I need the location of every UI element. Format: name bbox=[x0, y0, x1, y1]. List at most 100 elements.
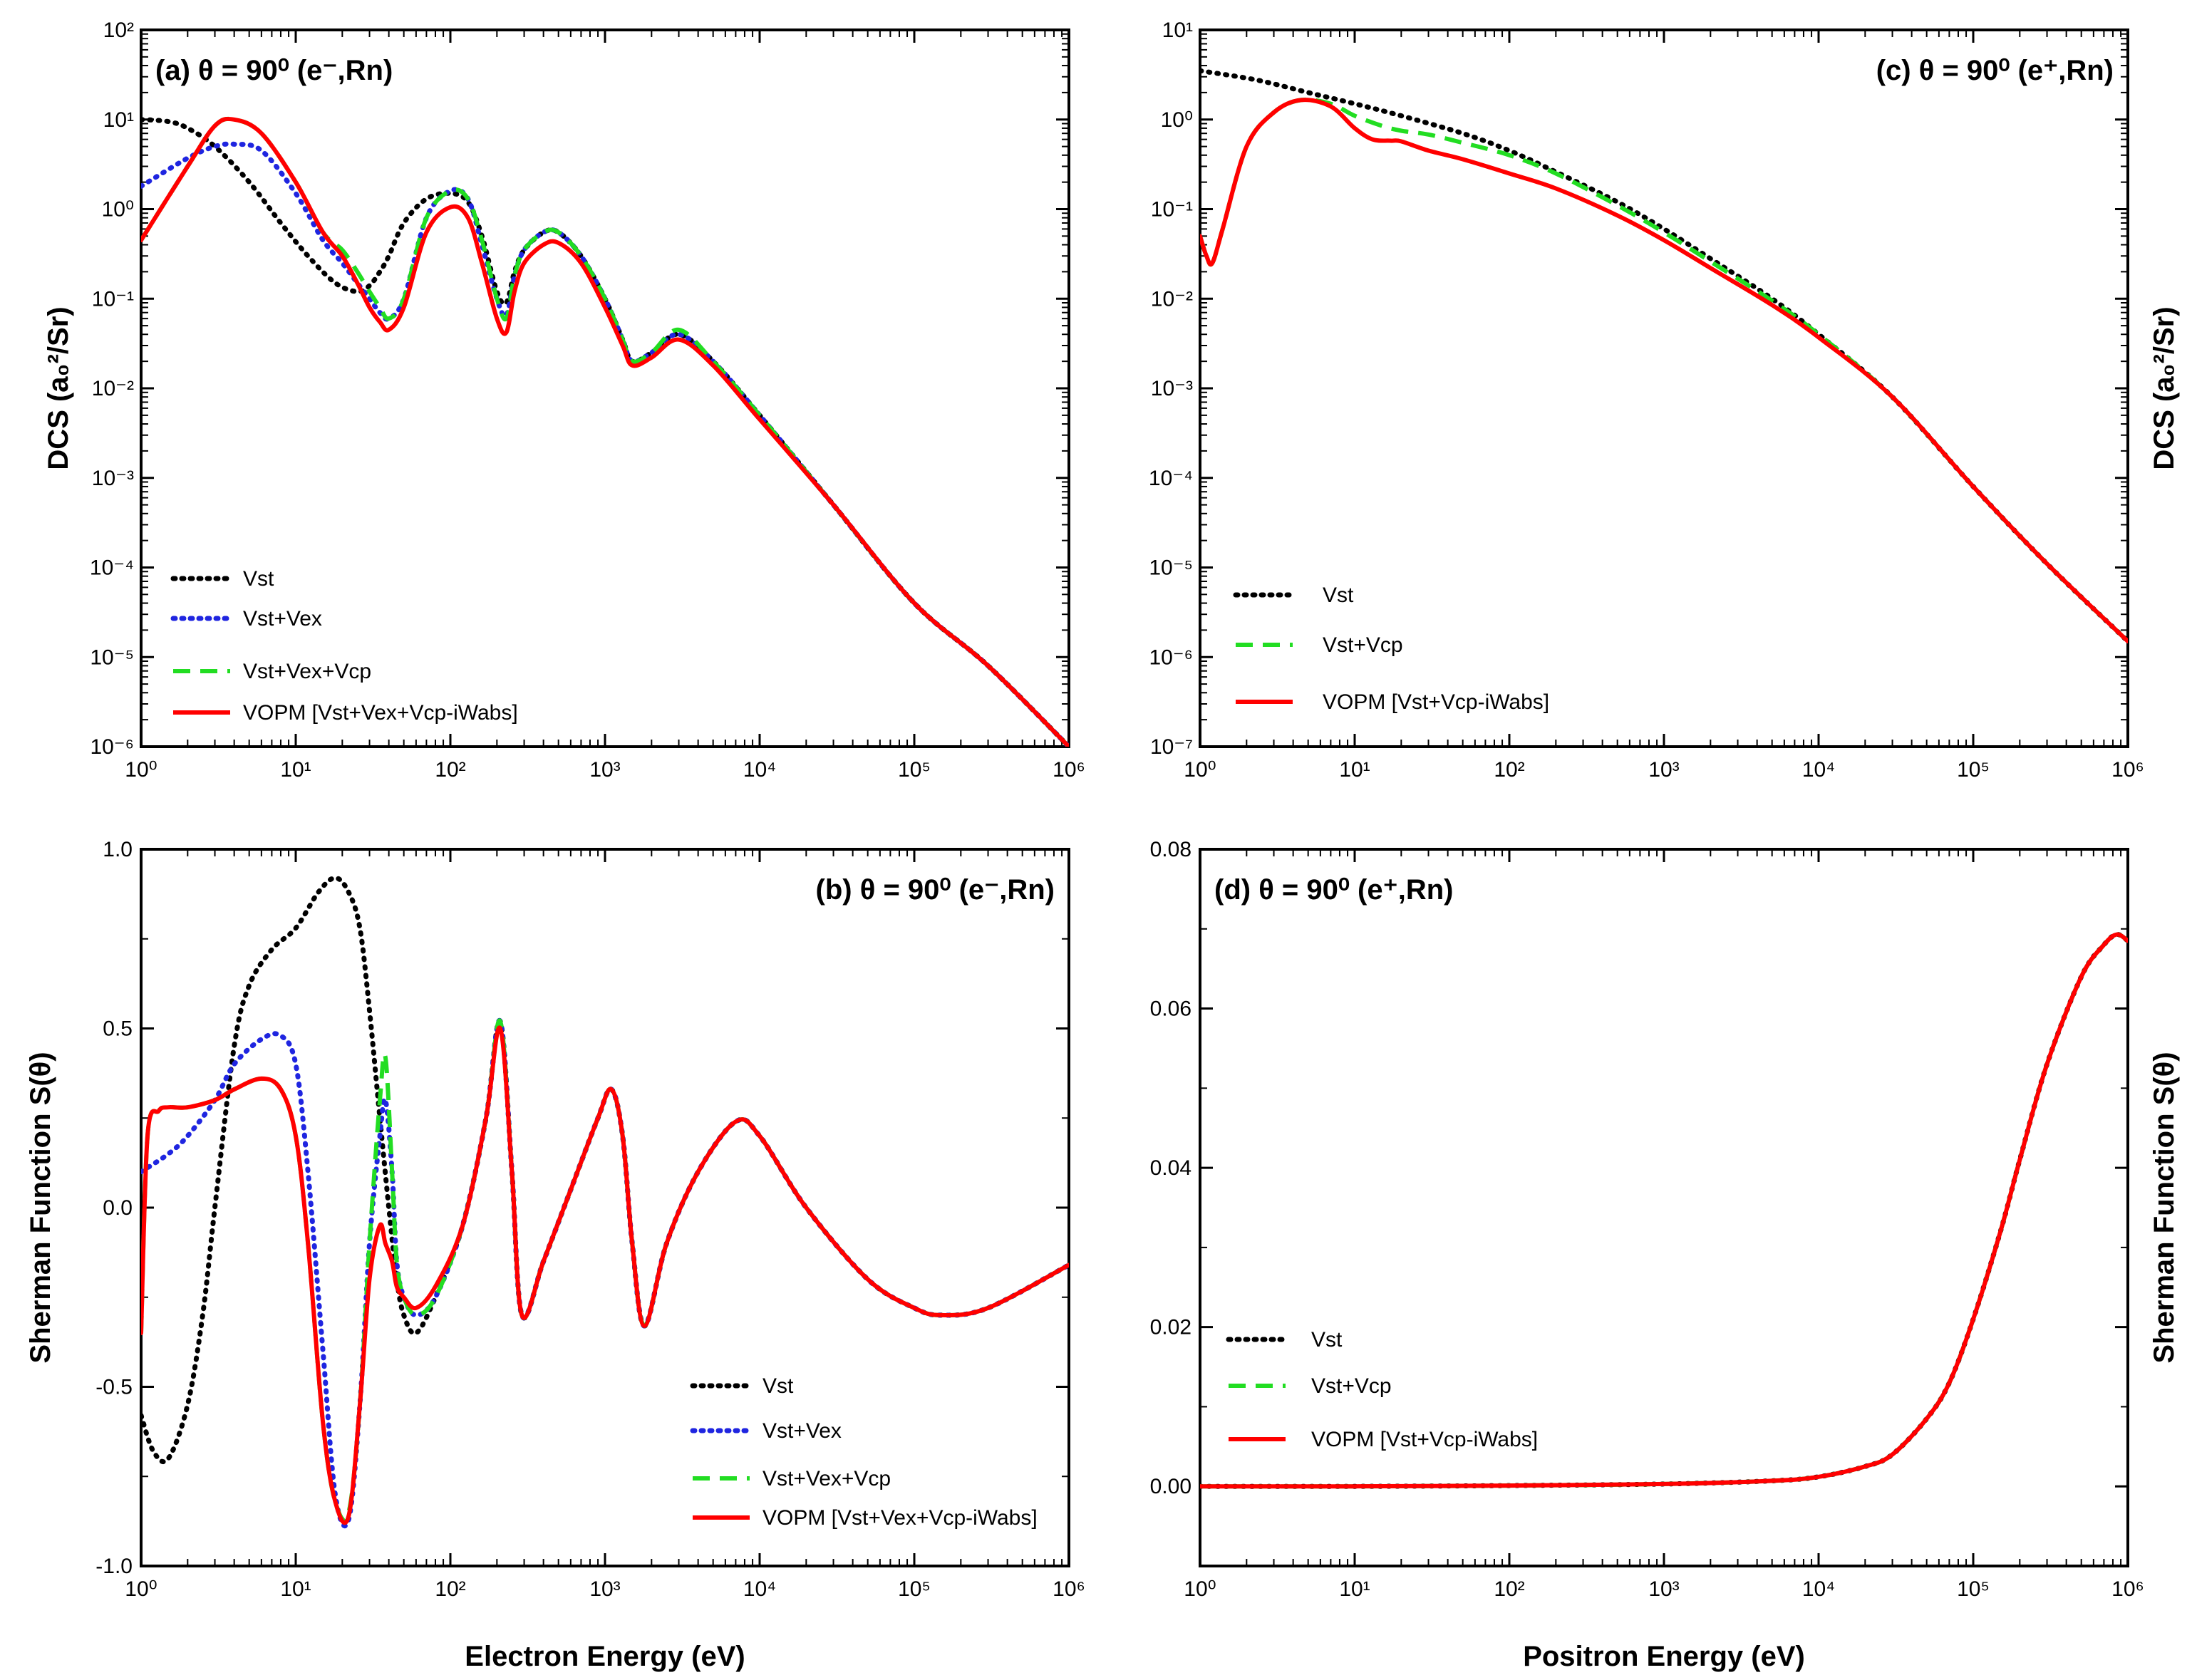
x-tick-label-b-4: 10⁴ bbox=[743, 1577, 776, 1601]
y-tick-label-c-8: 10¹ bbox=[1162, 19, 1193, 42]
x-tick-label-c-2: 10² bbox=[1494, 758, 1524, 782]
panel-title-d: (d) θ = 90⁰ (e⁺,Rn) bbox=[1214, 874, 1453, 906]
x-tick-label-b-0: 10⁰ bbox=[125, 1577, 157, 1601]
ylabel-a: DCS (a₀²/Sr) bbox=[43, 306, 74, 470]
x-tick-label-a-6: 10⁶ bbox=[1053, 758, 1085, 782]
panel-d: 10⁰ 10¹ 10² 10³ 10⁴ 10⁵ 10⁶ 0.00 0.02 0.04 0.06 0.0… bbox=[1150, 838, 2180, 1672]
y-tick-label-d-2: 0.04 bbox=[1150, 1156, 1191, 1180]
legend-a: Vst Vst+Vex Vst+Vex+Vcp VOPM [Vst+Vex+Vc… bbox=[170, 567, 518, 725]
title-c-text: (c) θ = 90⁰ (e⁺,Rn) bbox=[1876, 55, 2114, 86]
x-tick-label-b-2: 10² bbox=[435, 1577, 465, 1601]
series-line-c-2 bbox=[1200, 98, 2128, 644]
title-a-text: (a) θ = 90⁰ (e⁻,Rn) bbox=[155, 55, 393, 86]
y-tick-label-a-3: 10⁻³ bbox=[92, 467, 134, 490]
y-tick-label-c-4: 10⁻³ bbox=[1151, 377, 1193, 400]
ticks-c: 10⁰ 10¹ 10² 10³ 10⁴ 10⁵ 10⁶ 10⁻⁷ 10⁻⁶ 10⁻⁵ 10⁻⁴ 10⁻… bbox=[1149, 19, 2144, 782]
curves-b bbox=[141, 875, 1069, 1529]
y-tick-label-a-2: 10⁻⁴ bbox=[90, 556, 134, 580]
legend-d-label-vstvcp: Vst+Vcp bbox=[1311, 1374, 1392, 1398]
series-line-b-0 bbox=[141, 875, 1069, 1465]
ticks-a: 10⁰ 10¹ 10² 10³ 10⁴ 10⁵ 10⁶ 10⁻⁶ 10⁻⁵ 10⁻⁴ 10⁻³ 10⁻… bbox=[90, 19, 1085, 782]
title-d-text: (d) θ = 90⁰ (e⁺,Rn) bbox=[1214, 874, 1453, 906]
y-tick-label-a-4: 10⁻² bbox=[92, 377, 134, 400]
legend-b-label-vstvex: Vst+Vex bbox=[762, 1419, 842, 1443]
y-tick-label-a-6: 10⁰ bbox=[102, 198, 134, 222]
x-tick-label-a-2: 10² bbox=[435, 758, 465, 782]
panel-title-a: (a) θ = 90⁰ (e⁻,Rn) bbox=[155, 55, 393, 86]
x-tick-label-d-5: 10⁵ bbox=[1957, 1577, 1990, 1601]
plot-frame-d bbox=[1199, 848, 2129, 1567]
x-tick-label-d-1: 10¹ bbox=[1339, 1577, 1370, 1601]
panel-a: 10⁰ 10¹ 10² 10³ 10⁴ 10⁵ 10⁶ 10⁻⁶ 10⁻⁵ 10⁻⁴ 10⁻³ 10⁻… bbox=[43, 19, 1085, 782]
legend-b-label-vstvexvcp: Vst+Vex+Vcp bbox=[762, 1467, 891, 1490]
title-b-text: (b) θ = 90⁰ (e⁻,Rn) bbox=[816, 874, 1055, 906]
x-tick-label-d-2: 10² bbox=[1494, 1577, 1524, 1601]
series-line-b-3 bbox=[141, 1025, 1069, 1525]
x-tick-label-c-6: 10⁶ bbox=[2111, 758, 2144, 782]
legend-c-label-vopm: VOPM [Vst+Vcp-iWabs] bbox=[1323, 690, 1549, 714]
y-tick-label-b-4: 1.0 bbox=[103, 838, 133, 861]
x-tick-label-a-4: 10⁴ bbox=[743, 758, 776, 782]
x-tick-label-b-6: 10⁶ bbox=[1053, 1577, 1085, 1601]
legend-a-label-vstvex: Vst+Vex bbox=[243, 607, 322, 631]
x-tick-label-d-0: 10⁰ bbox=[1184, 1577, 1216, 1601]
x-tick-label-b-1: 10¹ bbox=[280, 1577, 311, 1601]
y-tick-label-c-7: 10⁰ bbox=[1161, 108, 1193, 132]
y-tick-label-a-0: 10⁻⁶ bbox=[90, 735, 134, 759]
panel-b: 10⁰ 10¹ 10² 10³ 10⁴ 10⁵ 10⁶ -1.0 -0.5 0.0 0.5 1.0 (… bbox=[25, 838, 1085, 1672]
legend-b-label-vopm: VOPM [Vst+Vex+Vcp-iWabs] bbox=[762, 1506, 1038, 1530]
x-tick-label-a-5: 10⁵ bbox=[898, 758, 931, 782]
legend-d-label-vopm: VOPM [Vst+Vcp-iWabs] bbox=[1311, 1428, 1538, 1451]
legend-b: Vst Vst+Vex Vst+Vex+Vcp VOPM [Vst+Vex+Vc… bbox=[690, 1374, 1038, 1530]
ylabel-d: Sherman Function S(θ) bbox=[2149, 1052, 2180, 1363]
y-tick-label-d-1: 0.02 bbox=[1150, 1316, 1191, 1339]
legend-a-label-vopm: VOPM [Vst+Vex+Vcp-iWabs] bbox=[243, 701, 518, 725]
series-line-c-1 bbox=[1200, 97, 2128, 643]
curves-c bbox=[1200, 68, 2128, 644]
y-tick-label-c-5: 10⁻² bbox=[1151, 287, 1193, 311]
series-line-d-0 bbox=[1200, 932, 2128, 1489]
y-tick-label-c-0: 10⁻⁷ bbox=[1150, 735, 1193, 759]
curves-a bbox=[141, 116, 1069, 747]
x-tick-label-b-3: 10³ bbox=[589, 1577, 620, 1601]
x-tick-label-c-5: 10⁵ bbox=[1957, 758, 1990, 782]
series-line-d-1 bbox=[1200, 932, 2128, 1489]
x-tick-label-a-3: 10³ bbox=[589, 758, 620, 782]
series-line-d-2 bbox=[1200, 932, 2128, 1489]
y-tick-label-c-1: 10⁻⁶ bbox=[1149, 645, 1193, 669]
x-tick-label-d-4: 10⁴ bbox=[1802, 1577, 1835, 1601]
x-tick-label-a-1: 10¹ bbox=[280, 758, 311, 782]
legend-d: Vst Vst+Vcp VOPM [Vst+Vcp-iWabs] bbox=[1226, 1328, 1538, 1451]
x-tick-label-d-6: 10⁶ bbox=[2111, 1577, 2144, 1601]
legend-c-label-vstvcp: Vst+Vcp bbox=[1323, 633, 1403, 657]
series-line-a-2 bbox=[141, 116, 1069, 747]
plot-frame-b bbox=[140, 848, 1070, 1567]
legend-b-label-vst: Vst bbox=[762, 1374, 794, 1398]
xlabel-d: Positron Energy (eV) bbox=[1523, 1641, 1805, 1672]
y-tick-label-b-0: -1.0 bbox=[95, 1555, 133, 1578]
series-line-a-3 bbox=[141, 116, 1069, 747]
y-tick-label-a-1: 10⁻⁵ bbox=[90, 645, 134, 669]
legend-a-label-vst: Vst bbox=[243, 567, 274, 591]
x-tick-label-b-5: 10⁵ bbox=[898, 1577, 931, 1601]
series-line-a-1 bbox=[141, 141, 1069, 747]
y-tick-label-d-4: 0.08 bbox=[1150, 838, 1191, 861]
panel-title-b: (b) θ = 90⁰ (e⁻,Rn) bbox=[816, 874, 1055, 906]
legend-c: Vst Vst+Vcp VOPM [Vst+Vcp-iWabs] bbox=[1233, 584, 1549, 714]
ylabel-b: Sherman Function S(θ) bbox=[25, 1052, 56, 1363]
x-tick-label-c-0: 10⁰ bbox=[1184, 758, 1216, 782]
ticks-d: 10⁰ 10¹ 10² 10³ 10⁴ 10⁵ 10⁶ 0.00 0.02 0.04 0.06 0.0… bbox=[1150, 838, 2144, 1601]
y-tick-label-c-6: 10⁻¹ bbox=[1151, 198, 1193, 222]
y-tick-label-c-2: 10⁻⁵ bbox=[1149, 556, 1193, 580]
y-tick-label-b-2: 0.0 bbox=[103, 1196, 133, 1220]
curves-d bbox=[1200, 932, 2128, 1489]
y-tick-label-a-7: 10¹ bbox=[103, 108, 134, 132]
x-tick-label-d-3: 10³ bbox=[1648, 1577, 1679, 1601]
x-tick-label-c-4: 10⁴ bbox=[1802, 758, 1835, 782]
y-tick-label-d-3: 0.06 bbox=[1150, 997, 1191, 1021]
x-tick-label-a-0: 10⁰ bbox=[125, 758, 157, 782]
x-tick-label-c-1: 10¹ bbox=[1339, 758, 1370, 782]
y-tick-label-a-8: 10² bbox=[103, 19, 134, 42]
x-tick-label-c-3: 10³ bbox=[1648, 758, 1679, 782]
